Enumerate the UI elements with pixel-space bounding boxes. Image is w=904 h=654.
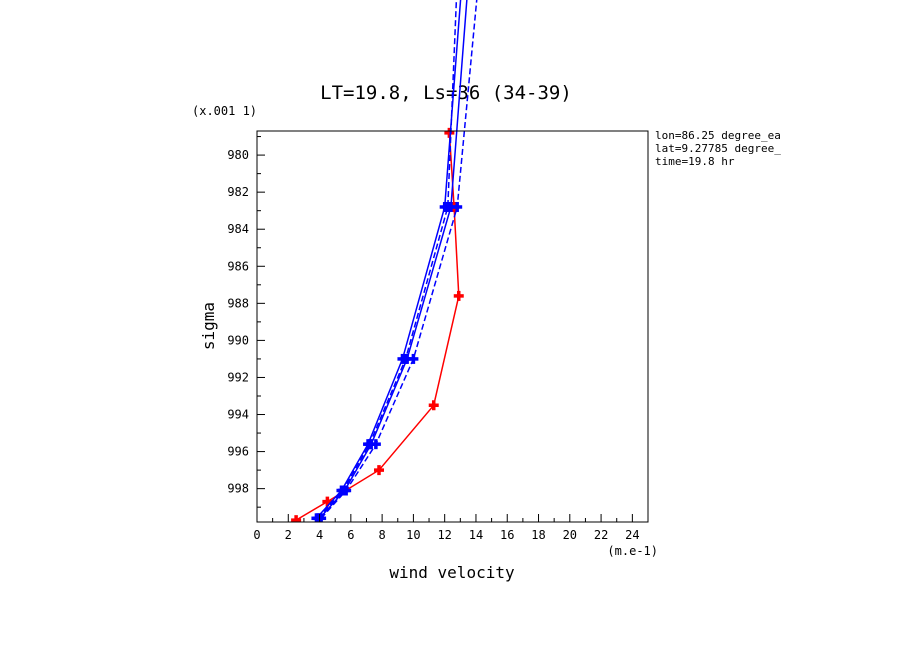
y-tick-label: 992 — [227, 370, 249, 384]
y-axis-label: sigma — [199, 302, 218, 350]
series-marker — [408, 353, 419, 364]
x-tick-label: 14 — [469, 528, 483, 542]
x-tick-label: 8 — [379, 528, 386, 542]
series-marker — [370, 439, 381, 450]
x-tick-label: 16 — [500, 528, 514, 542]
series-marker — [452, 201, 463, 212]
y-tick-label: 984 — [227, 222, 249, 236]
series-line — [320, 0, 478, 519]
x-tick-label: 2 — [285, 528, 292, 542]
x-tick-label: 12 — [437, 528, 451, 542]
x-tick-label: 0 — [253, 528, 260, 542]
x-tick-label: 18 — [531, 528, 545, 542]
y-tick-label: 996 — [227, 445, 249, 459]
plot-frame — [256, 130, 649, 523]
series-marker — [341, 485, 352, 496]
x-tick-label: 22 — [594, 528, 608, 542]
x-tick-label: 24 — [625, 528, 639, 542]
chart-title: LT=19.8, Ls=36 (34-39) — [320, 82, 572, 104]
y-tick-label: 994 — [227, 408, 249, 422]
info-line: lat=9.27785 degree_ — [655, 142, 781, 155]
info-line: lon=86.25 degree_ea — [655, 129, 781, 142]
y-axis: 980 982 984 986 988 990 992 994 996 998 — [227, 136, 265, 508]
series-marker — [444, 127, 455, 138]
series-marker — [373, 465, 384, 476]
x-units-label: (m.e-1) — [607, 544, 658, 558]
x-tick-label: 20 — [563, 528, 577, 542]
info-line: time=19.8 hr — [655, 155, 735, 168]
y-tick-label: 986 — [227, 259, 249, 273]
y-tick-label: 988 — [227, 296, 249, 310]
series-line — [315, 0, 462, 519]
y-tick-label: 982 — [227, 185, 249, 199]
series-marker — [453, 290, 464, 301]
x-tick-label: 10 — [406, 528, 420, 542]
series-line — [317, 0, 458, 519]
series-marker — [291, 515, 302, 522]
y-tick-label: 980 — [227, 148, 249, 162]
series-line — [319, 0, 468, 519]
series-marker — [442, 201, 453, 212]
y-scale-label: (x.001 1) — [192, 104, 257, 118]
x-tick-label: 4 — [316, 528, 323, 542]
x-tick-label: 6 — [347, 528, 354, 542]
series-marker — [428, 400, 439, 411]
x-axis: 0 2 4 6 8 10 12 14 16 18 20 22 24 — [253, 514, 640, 542]
x-axis-label: wind velocity — [389, 563, 515, 582]
series-line — [295, 132, 460, 521]
series-layer — [291, 0, 478, 522]
y-tick-label: 990 — [227, 333, 249, 347]
y-tick-label: 998 — [227, 482, 249, 496]
